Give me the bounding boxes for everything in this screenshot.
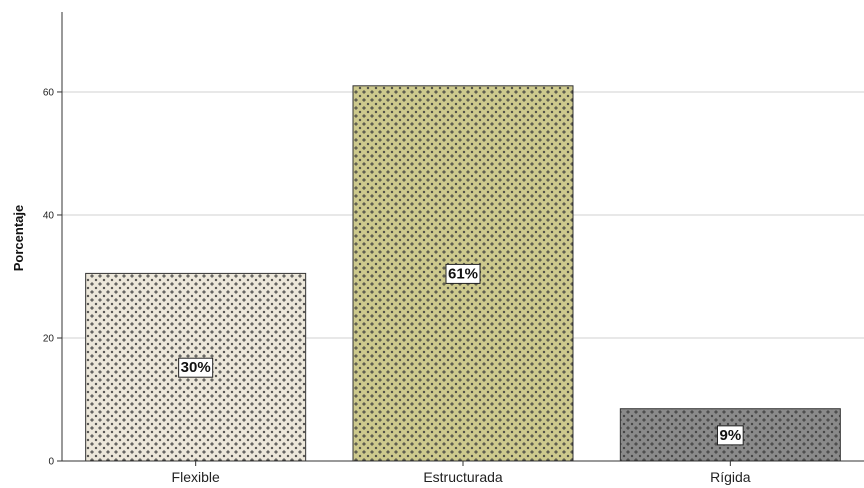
data-label: 61% (445, 263, 481, 284)
x-tick-label: Estructurada (423, 469, 503, 485)
data-label-box (178, 357, 214, 378)
y-tick-label: 60 (43, 87, 55, 98)
data-label-box (716, 425, 744, 446)
data-label-box (445, 263, 481, 284)
data-label-text: 9% (719, 427, 741, 444)
data-label-text: 30% (181, 359, 211, 376)
data-label: 30% (178, 357, 214, 378)
y-axis-label: Porcentaje (11, 205, 26, 271)
y-tick-label: 0 (48, 457, 54, 468)
y-tick-label: 40 (43, 210, 55, 221)
data-labels: 30% 61% 9% (178, 263, 744, 446)
data-label-text: 61% (448, 265, 478, 282)
x-tick-label: Rígida (710, 469, 751, 485)
x-tick-label: Flexible (172, 469, 220, 485)
axes: 0 20 40 60 Flexible Estructurada Rígida (43, 12, 864, 485)
data-label: 9% (716, 425, 744, 446)
y-tick-label: 20 (43, 333, 55, 344)
